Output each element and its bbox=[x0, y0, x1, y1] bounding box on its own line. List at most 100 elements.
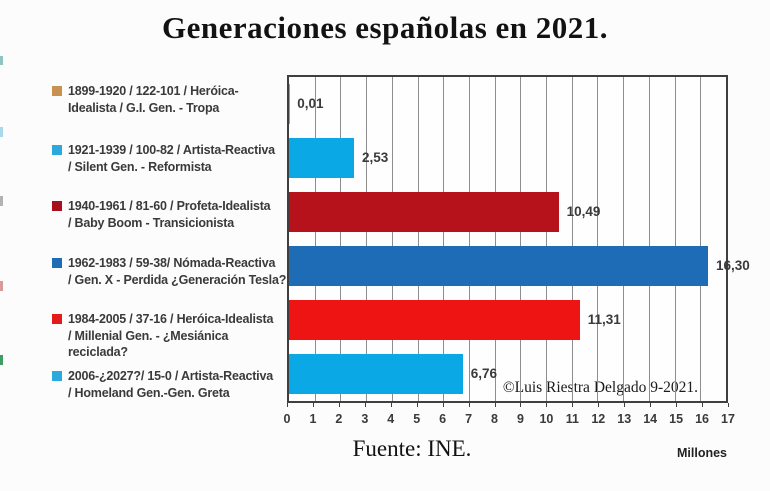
x-tick-mark bbox=[494, 403, 496, 407]
legend-item-label: 2006-¿2027?/ 15-0 / Artista-Reactiva / Ho… bbox=[68, 368, 273, 401]
gridline bbox=[623, 77, 625, 401]
x-tick-label: 14 bbox=[643, 412, 658, 426]
x-tick-label: 8 bbox=[491, 412, 498, 426]
bar bbox=[289, 138, 355, 178]
gridline bbox=[648, 77, 650, 401]
legend-color-swatch bbox=[52, 258, 62, 268]
x-tick-label: 9 bbox=[516, 412, 524, 426]
x-tick-mark bbox=[598, 403, 600, 407]
gridline bbox=[674, 77, 676, 401]
gridline bbox=[391, 77, 393, 401]
chart-title: Generaciones españolas en 2021. bbox=[161, 10, 609, 45]
x-tick-mark bbox=[702, 403, 704, 407]
x-tick-mark bbox=[312, 403, 314, 407]
gridline bbox=[443, 77, 445, 401]
x-tick-mark bbox=[676, 403, 678, 407]
legend-color-swatch bbox=[52, 314, 62, 324]
legend-item-line: Idealista / G.I. Gen. - Tropa bbox=[68, 100, 220, 115]
bar-row: 2,53 bbox=[289, 131, 726, 185]
x-tick-mark bbox=[442, 403, 444, 407]
legend-item-line: 1984-2005 / 37-16 / Heróica-Idealista bbox=[68, 312, 274, 326]
bar-row: 0,01 bbox=[289, 77, 726, 131]
gridline bbox=[417, 77, 419, 401]
x-tick-mark bbox=[338, 403, 340, 407]
x-tick-mark bbox=[287, 403, 288, 407]
bar-value-label: 2,53 bbox=[362, 150, 389, 165]
bar-value-label: 10,49 bbox=[566, 204, 601, 219]
legend-item-label: 1940-1961 / 81-60 / Profeta-Idealista / B… bbox=[68, 198, 271, 231]
legend-item: 1899-1920 / 122-101 / Heróica- Idealista … bbox=[52, 83, 290, 116]
x-axis: 0 1 2 3 4 5 6 7 8 9 10 11 12 13 14 15 16 17 bbox=[283, 403, 735, 431]
source-caption: Fuente: INE. bbox=[352, 436, 472, 461]
legend-item: 2006-¿2027?/ 15-0 / Artista-Reactiva / Ho… bbox=[52, 368, 290, 401]
bar-row: 16,30 bbox=[289, 239, 750, 293]
gridline bbox=[597, 77, 599, 401]
bar-row: 11,31 bbox=[289, 293, 726, 347]
x-tick-label: 0 bbox=[283, 412, 291, 426]
x-tick-label: 12 bbox=[591, 412, 606, 426]
legend-item: 1940-1961 / 81-60 / Profeta-Idealista / B… bbox=[52, 198, 290, 231]
legend-color-swatch bbox=[52, 86, 62, 96]
bar bbox=[289, 246, 708, 286]
gridline bbox=[520, 77, 522, 401]
gridline bbox=[468, 77, 470, 401]
legend-item-line: 2006-¿2027?/ 15-0 / Artista-Reactiva bbox=[68, 369, 273, 383]
legend-item-label: 1962-1983 / 59-38/ Nómada-Reactiva / Gen.… bbox=[68, 255, 286, 288]
edge-artifact bbox=[0, 355, 3, 365]
legend-item-line: 1962-1983 / 59-38/ Nómada-Reactiva bbox=[68, 256, 276, 270]
gridline bbox=[340, 77, 342, 401]
x-tick-mark bbox=[364, 403, 366, 407]
legend-color-swatch bbox=[52, 201, 62, 211]
x-tick-label: 15 bbox=[669, 412, 684, 426]
x-tick-label: 3 bbox=[361, 412, 369, 426]
legend-item-line: 1940-1961 / 81-60 / Profeta-Idealista bbox=[68, 199, 271, 213]
edge-artifact bbox=[0, 196, 3, 206]
x-tick-label: 1 bbox=[309, 412, 317, 426]
legend-item-line: / Baby Boom - Transicionista bbox=[68, 215, 234, 230]
legend-item-label: 1899-1920 / 122-101 / Heróica- Idealista … bbox=[68, 83, 239, 116]
x-tick-mark bbox=[728, 403, 729, 407]
bar bbox=[289, 192, 559, 232]
bar-row: 10,49 bbox=[289, 185, 726, 239]
x-tick-mark bbox=[468, 403, 470, 407]
legend-color-swatch bbox=[52, 371, 62, 381]
x-tick-mark bbox=[650, 403, 652, 407]
x-tick-label: 4 bbox=[387, 412, 395, 426]
x-tick-label: 11 bbox=[565, 412, 579, 426]
legend-item-line: / Silent Gen. - Reformista bbox=[68, 159, 212, 174]
gridline bbox=[314, 77, 316, 401]
x-tick-label: 2 bbox=[335, 412, 343, 426]
gridline bbox=[700, 77, 702, 401]
bar bbox=[289, 300, 580, 340]
x-tick-mark bbox=[390, 403, 392, 407]
x-tick-label: 16 bbox=[695, 412, 709, 426]
legend-item-label: 1921-1939 / 100-82 / Artista-Reactiva / S… bbox=[68, 142, 275, 175]
x-tick-mark bbox=[520, 403, 522, 407]
legend-color-swatch bbox=[52, 145, 62, 155]
x-tick-label: 17 bbox=[721, 412, 735, 426]
x-tick-label: 10 bbox=[539, 412, 554, 426]
gridline bbox=[494, 77, 496, 401]
bar-value-label: 0,01 bbox=[297, 96, 324, 111]
bar-value-label: 6,76 bbox=[470, 366, 498, 381]
legend-item-line: / Millenial Gen. - ¿Mesiánica bbox=[68, 328, 229, 343]
x-tick-label: 13 bbox=[617, 412, 632, 426]
bar-row: 6,76 bbox=[289, 347, 726, 401]
x-tick-label: 7 bbox=[465, 412, 473, 426]
legend-item: 1962-1983 / 59-38/ Nómada-Reactiva / Gen.… bbox=[52, 255, 290, 288]
x-tick-mark bbox=[572, 403, 574, 407]
legend-item: 1921-1939 / 100-82 / Artista-Reactiva / S… bbox=[52, 142, 290, 175]
bar bbox=[289, 354, 463, 394]
legend-item-label: 1984-2005 / 37-16 / Heróica-Idealista / M… bbox=[68, 311, 273, 361]
edge-artifact bbox=[0, 56, 3, 65]
plot-area: ©Luis Riestra Delgado 9-2021. 0,01 2,53 10… bbox=[287, 75, 750, 403]
legend-item-line: 1899-1920 / 122-101 / Heróica- bbox=[68, 84, 239, 98]
legend-item: 1984-2005 / 37-16 / Heróica-Idealista / M… bbox=[52, 311, 290, 361]
x-tick-mark bbox=[546, 403, 548, 407]
bar-value-label: 11,31 bbox=[587, 312, 621, 327]
axis-unit-label: Millones bbox=[677, 446, 728, 460]
legend-item-line: reciclada? bbox=[68, 345, 128, 359]
bar-value-label: 16,30 bbox=[716, 258, 750, 273]
x-tick-mark bbox=[416, 403, 418, 407]
